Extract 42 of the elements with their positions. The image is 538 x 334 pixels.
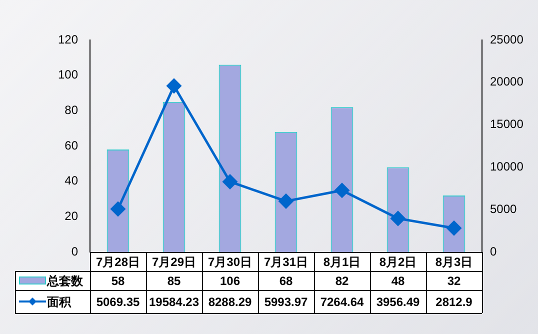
data-label: 2812.9 — [436, 294, 473, 309]
x-tick-label: 7月28日 — [96, 254, 140, 269]
legend-label: 总套数 — [46, 274, 84, 288]
data-label: 85 — [167, 274, 181, 288]
y2-tick-label: 15000 — [490, 117, 524, 132]
y-tick-label: 100 — [58, 68, 78, 82]
x-tick-label: 7月29日 — [152, 254, 196, 269]
point — [334, 183, 350, 198]
point — [222, 174, 238, 189]
data-label: 82 — [335, 274, 349, 288]
data-label: 58 — [111, 274, 125, 288]
data-label: 106 — [220, 274, 240, 288]
data-label: 7264.64 — [320, 294, 364, 309]
x-tick-label: 7月31日 — [264, 254, 308, 269]
y-tick-label: 0 — [71, 244, 78, 258]
data-label: 48 — [391, 274, 405, 288]
x-tick-label: 8月1日 — [323, 254, 361, 269]
y-tick-label: 60 — [64, 138, 78, 152]
y-tick-label: 80 — [64, 102, 78, 117]
x-tick-label: 8月3日 — [435, 254, 473, 269]
data-label: 5069.35 — [96, 294, 140, 309]
data-label: 19584.23 — [148, 294, 200, 309]
y-tick-label: 120 — [58, 32, 78, 46]
y-tick-label: 20 — [64, 208, 78, 223]
y-tick-label: 40 — [64, 174, 78, 188]
point — [166, 78, 182, 94]
data-label: 32 — [447, 274, 461, 288]
y2-tick-label: 20000 — [490, 74, 524, 89]
data-label: 5993.97 — [264, 294, 308, 309]
x-tick-label: 8月2日 — [379, 254, 417, 269]
data-label: 3956.49 — [376, 294, 420, 309]
y2-tick-label: 10000 — [490, 160, 524, 174]
data-label: 8288.29 — [208, 294, 252, 309]
legend-label: 面积 — [46, 294, 72, 309]
y2-tick-label: 25000 — [490, 32, 524, 46]
y2-tick-label: 0 — [490, 244, 497, 258]
x-tick-label: 7月30日 — [208, 254, 252, 269]
y2-tick-label: 5000 — [490, 202, 518, 216]
point — [390, 211, 406, 226]
data-label: 68 — [279, 274, 293, 288]
point — [110, 202, 126, 216]
point — [278, 194, 294, 208]
